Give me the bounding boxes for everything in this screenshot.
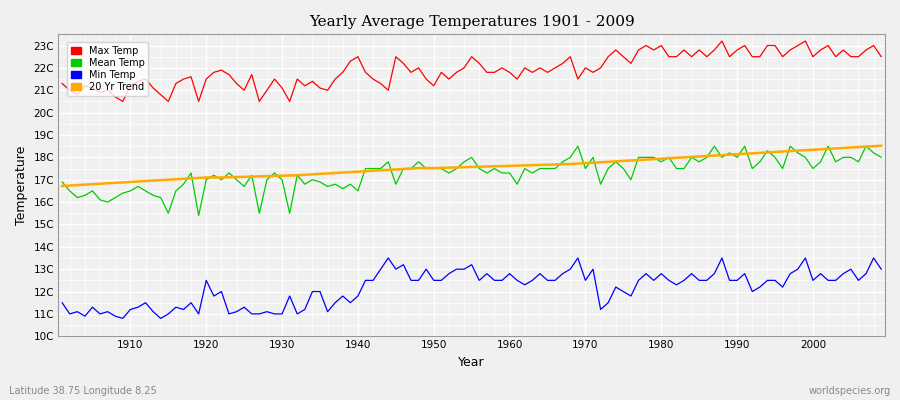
Y-axis label: Temperature: Temperature xyxy=(15,146,28,225)
Legend: Max Temp, Mean Temp, Min Temp, 20 Yr Trend: Max Temp, Mean Temp, Min Temp, 20 Yr Tre… xyxy=(68,42,148,96)
Text: Latitude 38.75 Longitude 8.25: Latitude 38.75 Longitude 8.25 xyxy=(9,386,157,396)
Title: Yearly Average Temperatures 1901 - 2009: Yearly Average Temperatures 1901 - 2009 xyxy=(309,15,634,29)
Text: worldspecies.org: worldspecies.org xyxy=(809,386,891,396)
X-axis label: Year: Year xyxy=(458,356,485,369)
